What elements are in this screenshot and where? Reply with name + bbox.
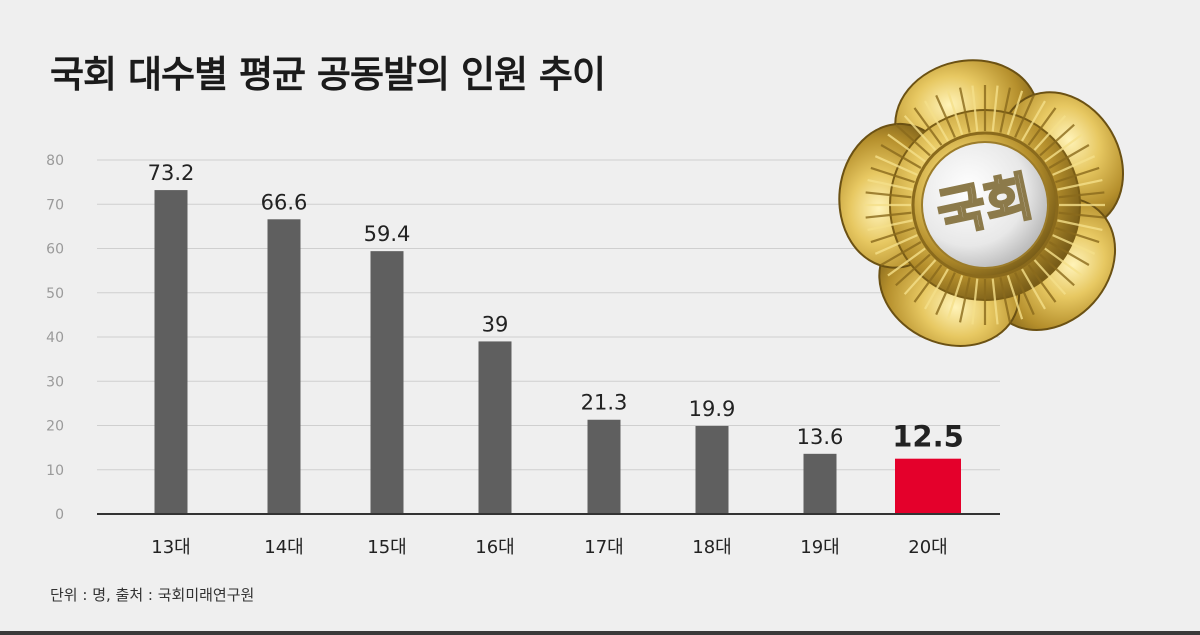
bar-20대 <box>895 458 961 514</box>
x-tick-label: 15대 <box>367 537 406 558</box>
assembly-badge-icon: 국회 <box>838 59 1125 347</box>
y-tick-label: 80 <box>46 153 64 169</box>
value-label: 13.6 <box>797 425 844 449</box>
x-axis-ticks: 13대 14대 15대 16대 17대 18대 19대 20대 <box>151 537 947 558</box>
value-label: 21.3 <box>581 391 628 415</box>
bar-19대 <box>803 453 837 514</box>
bar-16대 <box>478 341 512 514</box>
y-tick-label: 30 <box>46 374 64 390</box>
x-tick-label: 19대 <box>800 537 839 558</box>
value-label: 66.6 <box>261 190 308 214</box>
y-tick-label: 10 <box>46 463 64 479</box>
x-tick-label: 14대 <box>264 537 303 558</box>
bar-14대 <box>267 219 301 515</box>
value-label: 73.2 <box>148 161 195 185</box>
value-label: 59.4 <box>364 222 411 246</box>
x-tick-label: 16대 <box>475 537 514 558</box>
x-tick-label: 13대 <box>151 537 190 558</box>
x-tick-label: 20대 <box>908 537 947 558</box>
page-title: 국회 대수별 평균 공동발의 인원 추이 <box>50 53 606 96</box>
value-label: 12.5 <box>892 420 964 454</box>
y-tick-label: 60 <box>46 242 64 258</box>
value-label: 39 <box>482 312 509 336</box>
y-tick-label: 70 <box>46 197 64 213</box>
y-tick-label: 50 <box>46 286 64 302</box>
x-tick-label: 18대 <box>692 537 731 558</box>
bar-13대 <box>154 190 188 514</box>
bar-18대 <box>695 425 729 514</box>
y-axis-ticks: 0 10 20 30 40 50 60 70 80 <box>46 153 64 523</box>
y-tick-label: 0 <box>55 507 64 523</box>
value-label: 19.9 <box>689 397 736 421</box>
y-tick-label: 40 <box>46 330 64 346</box>
y-tick-label: 20 <box>46 419 64 435</box>
bar-17대 <box>587 419 621 514</box>
source-note: 단위 : 명, 출처 : 국회미래연구원 <box>50 586 255 604</box>
bars <box>154 190 961 515</box>
bottom-divider <box>0 631 1200 635</box>
bar-15대 <box>370 251 404 514</box>
x-tick-label: 17대 <box>584 537 623 558</box>
value-labels: 73.2 66.6 59.4 39 21.3 19.9 13.6 12.5 <box>148 161 964 454</box>
